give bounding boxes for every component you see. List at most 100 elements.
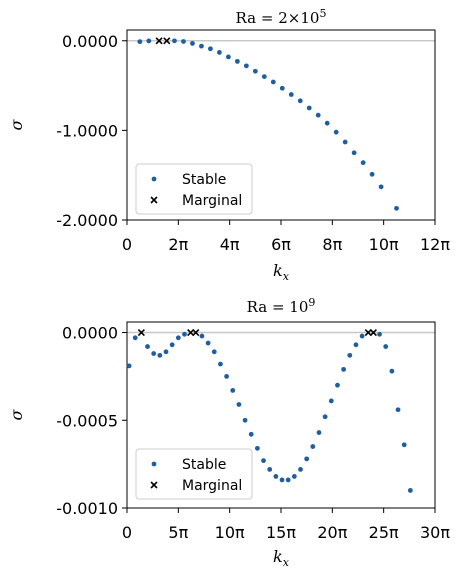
stable-point	[377, 331, 382, 337]
stable-point	[211, 349, 217, 355]
marginal-point-stroke	[187, 328, 195, 337]
stable-point	[407, 488, 413, 493]
legend: Stable Marginal	[135, 163, 253, 215]
stable-point	[353, 342, 359, 348]
x-tick-label: 0	[122, 235, 132, 254]
y-tick-label: 0.0000	[62, 324, 118, 343]
stable-point	[306, 105, 312, 111]
y-axis-label: σ	[7, 408, 26, 420]
stable-point	[182, 331, 187, 337]
chart-title-exponent: 9	[308, 296, 315, 309]
stable-point	[378, 184, 384, 190]
y-axis-label: σ	[7, 118, 26, 130]
chart-title: Ra = 2×105	[236, 7, 327, 27]
stable-point	[351, 150, 357, 156]
stable-point	[261, 74, 267, 80]
legend-marginal-marker	[150, 196, 158, 204]
y-tick-label: -0.0010	[56, 499, 118, 518]
stable-point	[234, 58, 240, 64]
stable-point	[230, 388, 236, 393]
stable-point	[224, 373, 229, 379]
stable-point	[199, 43, 204, 49]
stable-point	[342, 139, 348, 145]
stable-point	[360, 160, 366, 166]
x-axis-label: kx	[273, 547, 290, 569]
stable-point	[369, 171, 375, 177]
stable-point	[394, 205, 399, 211]
stable-point	[322, 414, 328, 420]
x-tick-label: 6π	[271, 235, 291, 254]
stable-point	[261, 458, 266, 464]
stable-point	[401, 442, 407, 448]
marginal-point-stroke	[369, 328, 377, 337]
stable-point	[137, 39, 143, 45]
legend: Stable Marginal	[135, 448, 253, 500]
stable-point	[395, 407, 401, 413]
legend-marginal-label: Marginal	[182, 193, 242, 209]
stable-point	[208, 46, 213, 52]
legend-marginal-label: Marginal	[182, 478, 242, 494]
x-axis-label: kx	[273, 261, 290, 283]
stable-point	[288, 92, 294, 97]
stable-point	[310, 444, 316, 449]
stable-point	[298, 466, 303, 472]
y-tick-label: -0.0005	[56, 411, 118, 430]
marginal-point-stroke	[364, 328, 372, 337]
stable-point	[145, 344, 150, 349]
chart-panel-1: Ra = 2×105 0 2π 4π 6π 8π 10π 12π 0.0000 -1.0000 -2…	[7, 7, 450, 283]
stable-point	[315, 112, 321, 118]
stable-point	[389, 368, 395, 374]
x-tick-label: 10π	[369, 235, 399, 254]
x-tick-label: 5π	[168, 523, 188, 542]
legend-stable-label: Stable	[182, 172, 226, 188]
marginal-point-stroke	[137, 328, 145, 337]
marginal-point-stroke	[163, 37, 171, 45]
stable-point	[163, 349, 169, 355]
stable-point	[225, 54, 231, 60]
stable-point	[205, 340, 211, 346]
x-axis-label-main: k	[273, 547, 283, 566]
stable-point	[132, 335, 138, 341]
chart-panel-2: Ra = 109 0 5π 10π 15π 20π 25π 30π 0.0000 -0.0005 -…	[7, 296, 450, 569]
chart-title-base: Ra = 2×10	[236, 9, 320, 27]
stable-point	[181, 39, 186, 44]
x-tick-label: 30π	[420, 523, 450, 542]
stable-point	[267, 466, 273, 472]
stable-point	[172, 38, 177, 44]
stable-point	[285, 477, 291, 483]
stable-point	[242, 417, 248, 423]
stable-point	[190, 41, 195, 46]
x-axis-label-subscript: x	[283, 270, 290, 283]
stable-point	[316, 430, 322, 435]
marginal-point-stroke	[155, 37, 163, 45]
stable-point	[347, 352, 353, 358]
stable-point	[279, 85, 285, 91]
y-tick-label: -2.0000	[56, 211, 118, 230]
stable-point	[243, 63, 249, 69]
chart-title: Ra = 109	[247, 296, 316, 316]
stable-point	[297, 98, 303, 104]
stable-point	[333, 129, 339, 135]
stable-point	[199, 333, 205, 339]
marginal-point	[192, 328, 200, 337]
stable-point	[324, 120, 330, 126]
stable-point	[359, 333, 365, 339]
x-tick-label: 20π	[317, 523, 347, 542]
x-tick-label: 10π	[215, 523, 245, 542]
stable-point	[248, 431, 254, 437]
marginal-point	[369, 328, 377, 337]
x-tick-label: 8π	[322, 235, 342, 254]
x-axis-label-main: k	[273, 261, 283, 280]
legend-marginal-marker	[150, 481, 158, 489]
stable-point	[335, 382, 340, 388]
legend-stable-label: Stable	[182, 457, 226, 473]
x-tick-label: 0	[122, 523, 132, 542]
chart-title-exponent: 5	[319, 7, 326, 20]
marginal-point	[163, 37, 171, 45]
stable-point	[341, 366, 347, 372]
marginal-point	[155, 37, 163, 45]
y-tick-label: 0.0000	[62, 32, 118, 51]
stable-point	[126, 363, 132, 369]
x-tick-label: 25π	[369, 523, 399, 542]
x-axis-label-subscript: x	[283, 556, 290, 569]
